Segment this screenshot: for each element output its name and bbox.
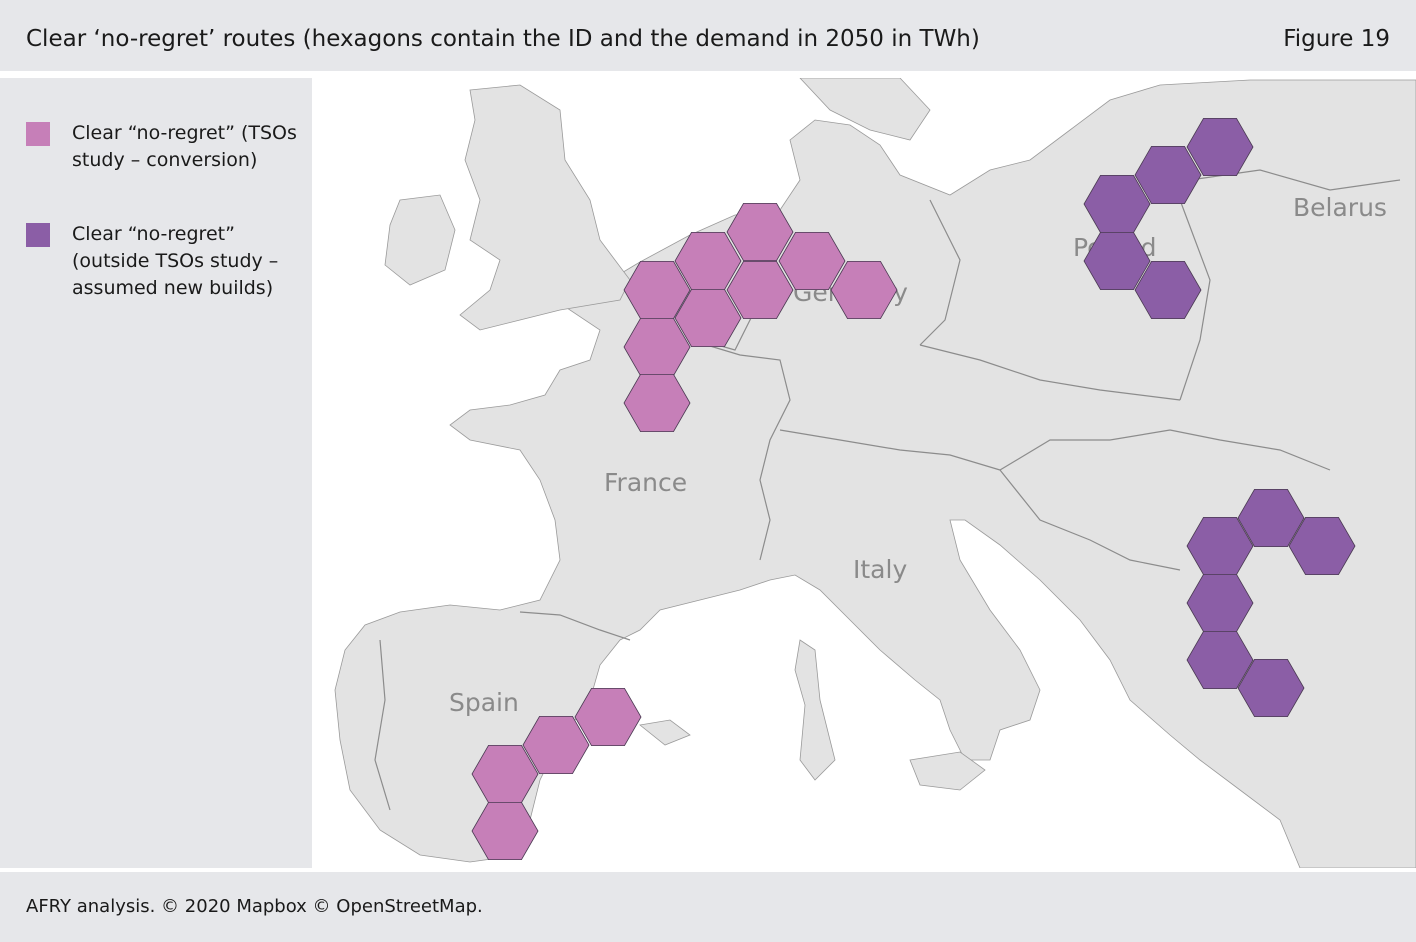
border-alps <box>779 429 1001 471</box>
page-title: Clear ‘no-regret’ routes (hexagons conta… <box>26 26 980 52</box>
corsica-sardinia <box>794 639 836 781</box>
header-bar: Clear ‘no-regret’ routes (hexagons conta… <box>0 0 1416 74</box>
legend-swatch-conversion <box>26 122 50 146</box>
border-portugal <box>374 639 391 811</box>
country-label-spain: Spain <box>449 688 519 717</box>
country-label-france: France <box>604 468 687 497</box>
legend-swatch-new-build <box>26 223 50 247</box>
scandinavia <box>799 78 931 141</box>
figure-number: Figure 19 <box>1283 26 1390 52</box>
footer-bar: AFRY analysis. © 2020 Mapbox © OpenStree… <box>0 872 1416 942</box>
route-hexagons <box>471 118 1356 860</box>
border-poland-east <box>1179 199 1211 401</box>
border-balkans <box>999 469 1181 571</box>
route-hexagon-new-build[interactable] <box>1288 517 1356 575</box>
border-romania <box>1169 429 1331 471</box>
border-spain-france <box>519 611 631 641</box>
route-hexagon-conversion[interactable] <box>674 288 742 348</box>
route-hexagon-new-build[interactable] <box>1186 118 1254 177</box>
route-hexagon-conversion[interactable] <box>726 260 794 320</box>
legend: Clear “no-regret” (TSOs study – conversi… <box>0 78 312 868</box>
route-hexagon-new-build[interactable] <box>1237 659 1305 717</box>
legend-label-new-build: Clear “no-regret” (outside TSOs study – … <box>72 223 279 299</box>
route-hexagon-new-build[interactable] <box>1083 231 1151 291</box>
route-hexagon-conversion[interactable] <box>726 202 794 262</box>
map[interactable]: Belarus Poland Germany France Italy Spai… <box>313 78 1416 868</box>
route-hexagon-new-build[interactable] <box>1134 260 1202 320</box>
route-hexagon-conversion[interactable] <box>574 688 642 746</box>
country-label-belarus: Belarus <box>1293 193 1387 222</box>
route-hexagon-conversion[interactable] <box>522 716 590 774</box>
border-hungary <box>999 429 1171 471</box>
route-hexagon-conversion[interactable] <box>623 373 691 433</box>
balearic-islands <box>639 719 691 746</box>
route-hexagon-new-build[interactable] <box>1237 488 1305 547</box>
route-hexagon-new-build[interactable] <box>1134 145 1202 205</box>
ireland <box>384 194 456 286</box>
border-france-east <box>689 339 791 561</box>
border-central <box>919 344 1181 401</box>
border-germany-east <box>919 199 961 346</box>
route-hexagon-new-build[interactable] <box>1186 631 1254 689</box>
great-britain <box>459 84 631 331</box>
route-hexagon-conversion[interactable] <box>830 260 898 320</box>
source-note: AFRY analysis. © 2020 Mapbox © OpenStree… <box>26 896 483 917</box>
legend-label-conversion: Clear “no-regret” (TSOs study – conversi… <box>72 122 297 171</box>
route-hexagon-conversion[interactable] <box>471 802 539 860</box>
country-label-italy: Italy <box>853 555 907 584</box>
route-hexagon-conversion[interactable] <box>778 231 846 291</box>
sicily <box>909 751 986 791</box>
